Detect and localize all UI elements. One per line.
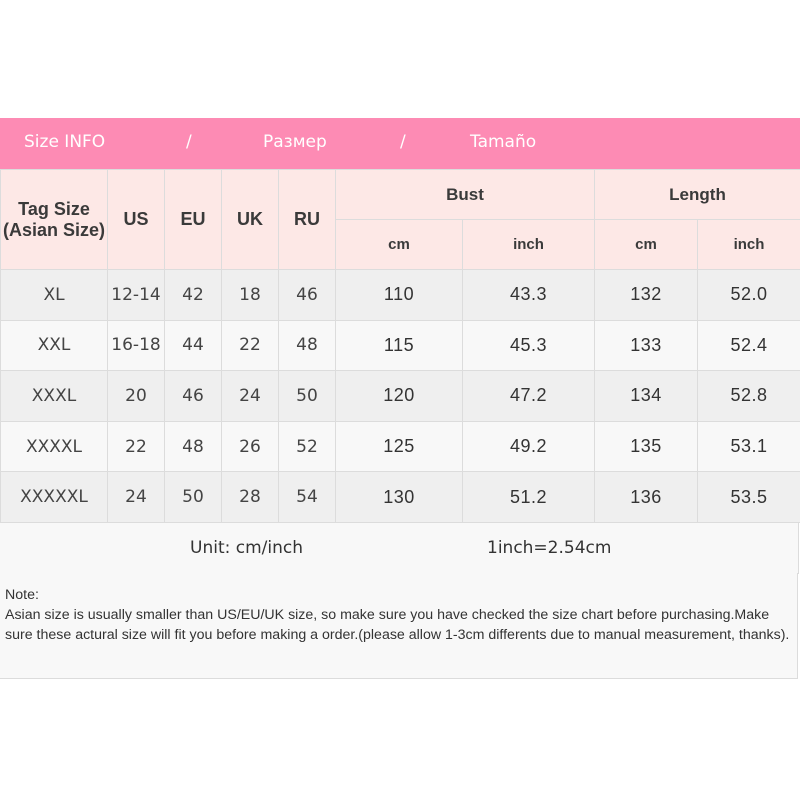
cell-eu: 48 [164,420,222,473]
size-chart-table: Tag Size (Asian Size) US EU UK RU Bust Le… [0,169,800,523]
cell-length-cm: 133 [594,319,698,372]
size-rows: XL 12-14 42 18 46 110 43.3 132 52.0 XXL 16-18 44 22 4… [0,269,800,523]
unit-row: Unit: cm/inch 1inch=2.54cm [0,522,799,574]
header-tag-size-sub: (Asian Size) [2,219,106,240]
cell-tag: XXL [0,319,108,372]
cell-length-inch: 52.4 [697,319,800,372]
banner-title-ru: Размер [263,132,327,152]
unit-conversion: 1inch=2.54cm [487,538,612,558]
cell-uk: 22 [221,319,279,372]
cell-length-cm: 132 [594,269,698,321]
header-bust-cm: cm [335,219,463,270]
cell-ru: 54 [278,471,336,523]
cell-us: 20 [107,370,165,422]
cell-ru: 52 [278,420,336,473]
header-eu: EU [164,169,222,270]
note-box: Note: Asian size is usually smaller than… [0,573,798,679]
cell-uk: 26 [221,420,279,473]
banner-title-en: Size INFO [24,132,106,152]
cell-length-cm: 135 [594,420,698,473]
size-info-banner: Size INFO / Размер / Tamaño [0,118,800,169]
header-tag-size: Tag Size (Asian Size) [0,169,108,270]
cell-ru: 46 [278,269,336,321]
cell-us: 24 [107,471,165,523]
header-uk: UK [221,169,279,270]
cell-bust-inch: 47.2 [462,370,595,422]
header-length-cm: cm [594,219,698,270]
cell-length-inch: 52.8 [697,370,800,422]
cell-uk: 28 [221,471,279,523]
cell-length-inch: 53.1 [697,420,800,473]
table-row: XXXXXL 24 50 28 54 130 51.2 136 53.5 [0,471,800,523]
table-row: XXL 16-18 44 22 48 115 45.3 133 52.4 [0,319,800,372]
cell-length-cm: 136 [594,471,698,523]
header-ru: RU [278,169,336,270]
note-text: Asian size is usually smaller than US/EU… [5,607,790,643]
header-us: US [107,169,165,270]
cell-bust-inch: 45.3 [462,319,595,372]
cell-length-inch: 52.0 [697,269,800,321]
unit-label: Unit: cm/inch [190,538,303,558]
cell-eu: 46 [164,370,222,422]
table-row: XXXL 20 46 24 50 120 47.2 134 52.8 [0,370,800,422]
cell-us: 12-14 [107,269,165,321]
cell-us: 22 [107,420,165,473]
cell-length-inch: 53.5 [697,471,800,523]
table-row: XL 12-14 42 18 46 110 43.3 132 52.0 [0,269,800,321]
cell-tag: XXXXXL [0,471,108,523]
header-bust: Bust [335,169,595,220]
header-length: Length [594,169,800,220]
cell-ru: 48 [278,319,336,372]
cell-eu: 44 [164,319,222,372]
cell-eu: 42 [164,269,222,321]
cell-uk: 18 [221,269,279,321]
header-length-inch: inch [697,219,800,270]
cell-bust-cm: 130 [335,471,463,523]
cell-uk: 24 [221,370,279,422]
cell-eu: 50 [164,471,222,523]
cell-bust-cm: 115 [335,319,463,372]
cell-bust-cm: 110 [335,269,463,321]
banner-separator: / [186,132,192,152]
cell-length-cm: 134 [594,370,698,422]
header-tag-size-label: Tag Size [18,198,90,219]
note-title: Note: [5,587,39,603]
cell-bust-inch: 49.2 [462,420,595,473]
cell-bust-cm: 125 [335,420,463,473]
banner-title-es: Tamaño [470,132,537,152]
table-row: XXXXL 22 48 26 52 125 49.2 135 53.1 [0,420,800,473]
cell-ru: 50 [278,370,336,422]
cell-tag: XXXXL [0,420,108,473]
cell-bust-cm: 120 [335,370,463,422]
cell-bust-inch: 43.3 [462,269,595,321]
banner-separator: / [400,132,406,152]
cell-us: 16-18 [107,319,165,372]
cell-tag: XL [0,269,108,321]
header-bust-inch: inch [462,219,595,270]
cell-bust-inch: 51.2 [462,471,595,523]
cell-tag: XXXL [0,370,108,422]
